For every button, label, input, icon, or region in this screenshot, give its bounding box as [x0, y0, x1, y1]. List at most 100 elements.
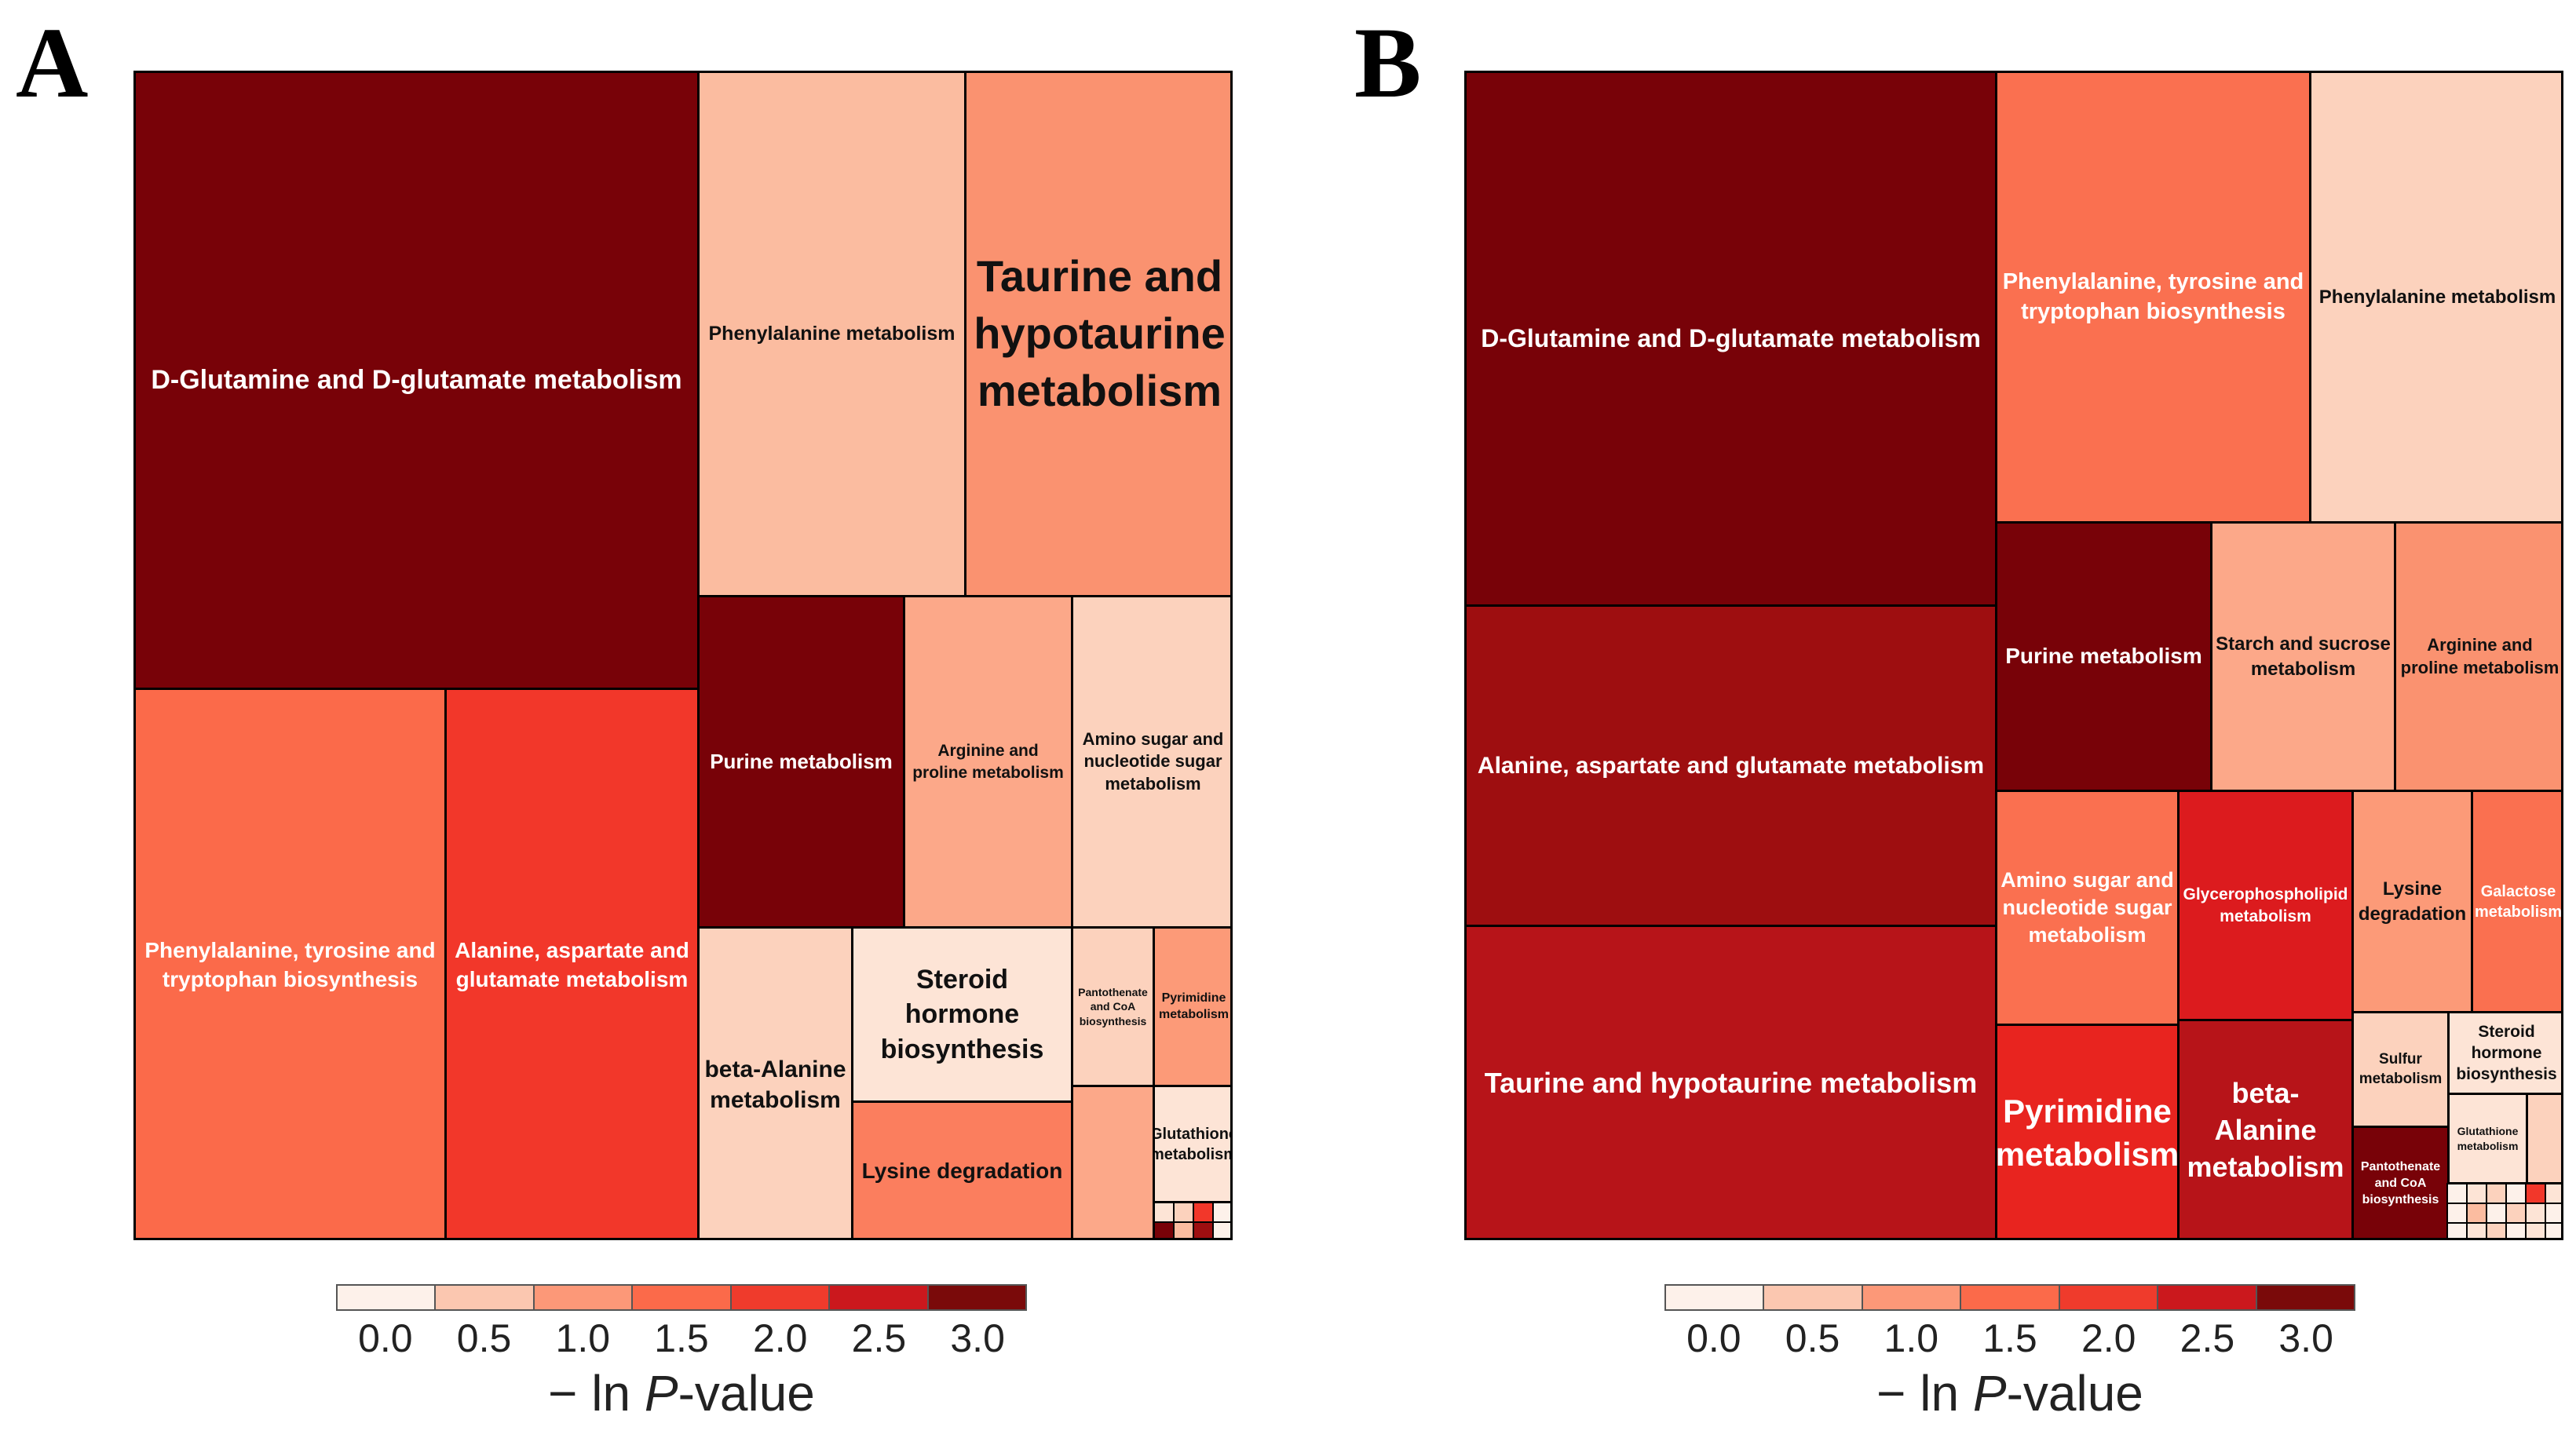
a-tile-label-13: Glutathione metabolism — [1153, 1125, 1233, 1163]
b-mini-tile — [2525, 1203, 2546, 1224]
b-mini-tile — [2446, 1222, 2468, 1238]
a-legend-swatch — [928, 1286, 1025, 1309]
panel-letter-a: A — [16, 7, 89, 119]
b-legend-title-italic: P — [1972, 1365, 2007, 1422]
a-tile-label-0: D-Glutamine and D-glutamate metabolism — [151, 365, 682, 396]
a-tile-label-12: Pyrimidine metabolism — [1159, 991, 1229, 1021]
b-mini-tile — [2486, 1203, 2507, 1224]
b-legend-tick: 1.5 — [1982, 1316, 2037, 1360]
a-legend-swatch — [830, 1286, 929, 1309]
a-tile-6: Arginine and proline metabolism — [903, 595, 1073, 929]
a-legend-tick: 1.0 — [555, 1316, 611, 1360]
b-tile-label-9: Glycerophospholipid metabolism — [2183, 885, 2348, 925]
b-tile-label-8: Amino sugar and nucleotide sugar metabol… — [2001, 867, 2174, 947]
b-legend-swatch — [1862, 1286, 1962, 1309]
a-tile-label-8: beta-Alanine metabolism — [704, 1056, 846, 1113]
b-tile-label-12: Pyrimidine metabolism — [1995, 1092, 2180, 1173]
a-legend-tick: 0.0 — [358, 1316, 413, 1360]
b-tile-label-10: Lysine degradation — [2358, 878, 2467, 925]
treemap-panel-b: D-Glutamine and D-glutamate metabolism Al… — [1464, 71, 2563, 1240]
b-mini-tile — [2525, 1183, 2546, 1204]
b-tile-1: Alanine, aspartate and glutamate metabol… — [1467, 604, 1997, 927]
b-mini-tile — [2486, 1222, 2507, 1238]
a-tile-label-2: Alanine, aspartate and glutamate metabol… — [455, 938, 689, 991]
b-legend-colorbar — [1664, 1284, 2355, 1311]
a-legend-tick: 2.5 — [851, 1316, 907, 1360]
b-mini-tile — [2486, 1183, 2507, 1204]
b-mini-tile — [2525, 1222, 2546, 1238]
a-tile-label-3: Phenylalanine metabolism — [708, 323, 955, 345]
b-tile-17: Glutathione metabolism — [2447, 1093, 2528, 1184]
a-tile-0: D-Glutamine and D-glutamate metabolism — [136, 73, 700, 690]
a-legend-title-suffix: -value — [678, 1365, 815, 1422]
a-legend-tick: 0.5 — [456, 1316, 512, 1360]
treemap-panel-a: D-Glutamine and D-glutamate metabolism Ph… — [133, 71, 1233, 1240]
a-mini-tile — [1212, 1202, 1230, 1223]
a-mini-tile — [1153, 1221, 1175, 1238]
a-legend-title-prefix: − ln — [548, 1365, 645, 1422]
a-legend-swatch — [633, 1286, 732, 1309]
a-tile-12: Pyrimidine metabolism — [1153, 926, 1230, 1087]
b-legend-swatch — [2256, 1286, 2354, 1309]
a-tile-label-6: Arginine and proline metabolism — [912, 742, 1064, 782]
b-tile-12: Pyrimidine metabolism — [1995, 1024, 2180, 1238]
b-legend-title-prefix: − ln — [1876, 1365, 1973, 1422]
b-tile-0: D-Glutamine and D-glutamate metabolism — [1467, 73, 1997, 607]
b-legend-tick: 2.5 — [2180, 1316, 2235, 1360]
b-legend-tick: 1.0 — [1884, 1316, 1939, 1360]
b-legend-swatch — [1764, 1286, 1863, 1309]
a-tile-3: Phenylalanine metabolism — [697, 73, 966, 597]
b-mini-tile — [2446, 1203, 2468, 1224]
a-legend-swatch — [731, 1286, 831, 1309]
a-mini-tile — [1153, 1202, 1175, 1223]
b-tile-label-3: Phenylalanine, tyrosine and tryptophan b… — [2002, 268, 2304, 324]
b-mini-tile — [2505, 1183, 2527, 1204]
b-legend-swatch — [1961, 1286, 2060, 1309]
a-legend-tick: 1.5 — [654, 1316, 709, 1360]
b-tile-9: Glycerophospholipid metabolism — [2177, 790, 2354, 1021]
b-legend-tick: 3.0 — [2278, 1316, 2333, 1360]
b-tile-16: Pantothenate and CoA biosynthesis — [2351, 1126, 2450, 1238]
b-tile-label-0: D-Glutamine and D-glutamate metabolism — [1481, 323, 1981, 352]
b-mini-tile — [2545, 1203, 2561, 1224]
b-tile-8: Amino sugar and nucleotide sugar metabol… — [1995, 790, 2180, 1026]
b-tile-3: Phenylalanine, tyrosine and tryptophan b… — [1995, 73, 2311, 524]
b-legend-title: − ln P-value — [1876, 1364, 2143, 1422]
a-tile-7: Amino sugar and nucleotide sugar metabol… — [1071, 595, 1230, 929]
b-mini-tile — [2446, 1183, 2468, 1204]
b-legend-tick: 0.0 — [1686, 1316, 1741, 1360]
a-tile-label-11: Pantothenate and CoA biosynthesis — [1078, 986, 1148, 1027]
b-tile-label-17: Glutathione metabolism — [2457, 1125, 2519, 1152]
a-mini-tile — [1193, 1221, 1214, 1238]
a-tile-label-1: Phenylalanine, tyrosine and tryptophan b… — [144, 938, 436, 991]
b-mini-tile — [2545, 1222, 2561, 1238]
b-legend-swatch — [1666, 1286, 1765, 1309]
b-tile-11: Galactose metabolism — [2471, 790, 2561, 1013]
b-tile-label-13: beta-Alanine metabolism — [2187, 1077, 2344, 1183]
b-legend-title-suffix: -value — [2006, 1365, 2143, 1422]
b-tile-label-4: Phenylalanine metabolism — [2318, 286, 2556, 308]
a-mini-tile — [1173, 1221, 1194, 1238]
b-legend-swatch — [2059, 1286, 2159, 1309]
a-tile-label-7: Amino sugar and nucleotide sugar metabol… — [1082, 728, 1224, 794]
a-tile-9: Steroid hormone biosynthesis — [851, 926, 1073, 1103]
a-legend-tick: 2.0 — [752, 1316, 808, 1360]
b-mini-tile — [2545, 1183, 2561, 1204]
b-tile-label-1: Alanine, aspartate and glutamate metabol… — [1477, 753, 1985, 779]
a-legend-colorbar — [336, 1284, 1027, 1311]
a-legend-swatch — [534, 1286, 634, 1309]
a-tile-label-9: Steroid hormone biosynthesis — [880, 965, 1044, 1064]
a-tile-label-10: Lysine degradation — [861, 1159, 1063, 1184]
a-tile-8: beta-Alanine metabolism — [697, 926, 853, 1238]
b-tile-15: Steroid hormone biosynthesis — [2447, 1011, 2561, 1095]
b-tile-label-5: Purine metabolism — [2005, 644, 2202, 669]
b-tile-4: Phenylalanine metabolism — [2309, 73, 2561, 524]
b-tile-5: Purine metabolism — [1995, 521, 2212, 792]
b-legend-swatch — [2158, 1286, 2257, 1309]
a-mini-tile — [1193, 1202, 1214, 1223]
b-tile-label-7: Arginine and proline metabolism — [2400, 634, 2560, 677]
b-tile-7: Arginine and proline metabolism — [2394, 521, 2561, 792]
b-tile-label-15: Steroid hormone biosynthesis — [2456, 1022, 2557, 1084]
b-mini-tile — [2505, 1222, 2527, 1238]
panel-letter-b: B — [1354, 7, 1422, 119]
